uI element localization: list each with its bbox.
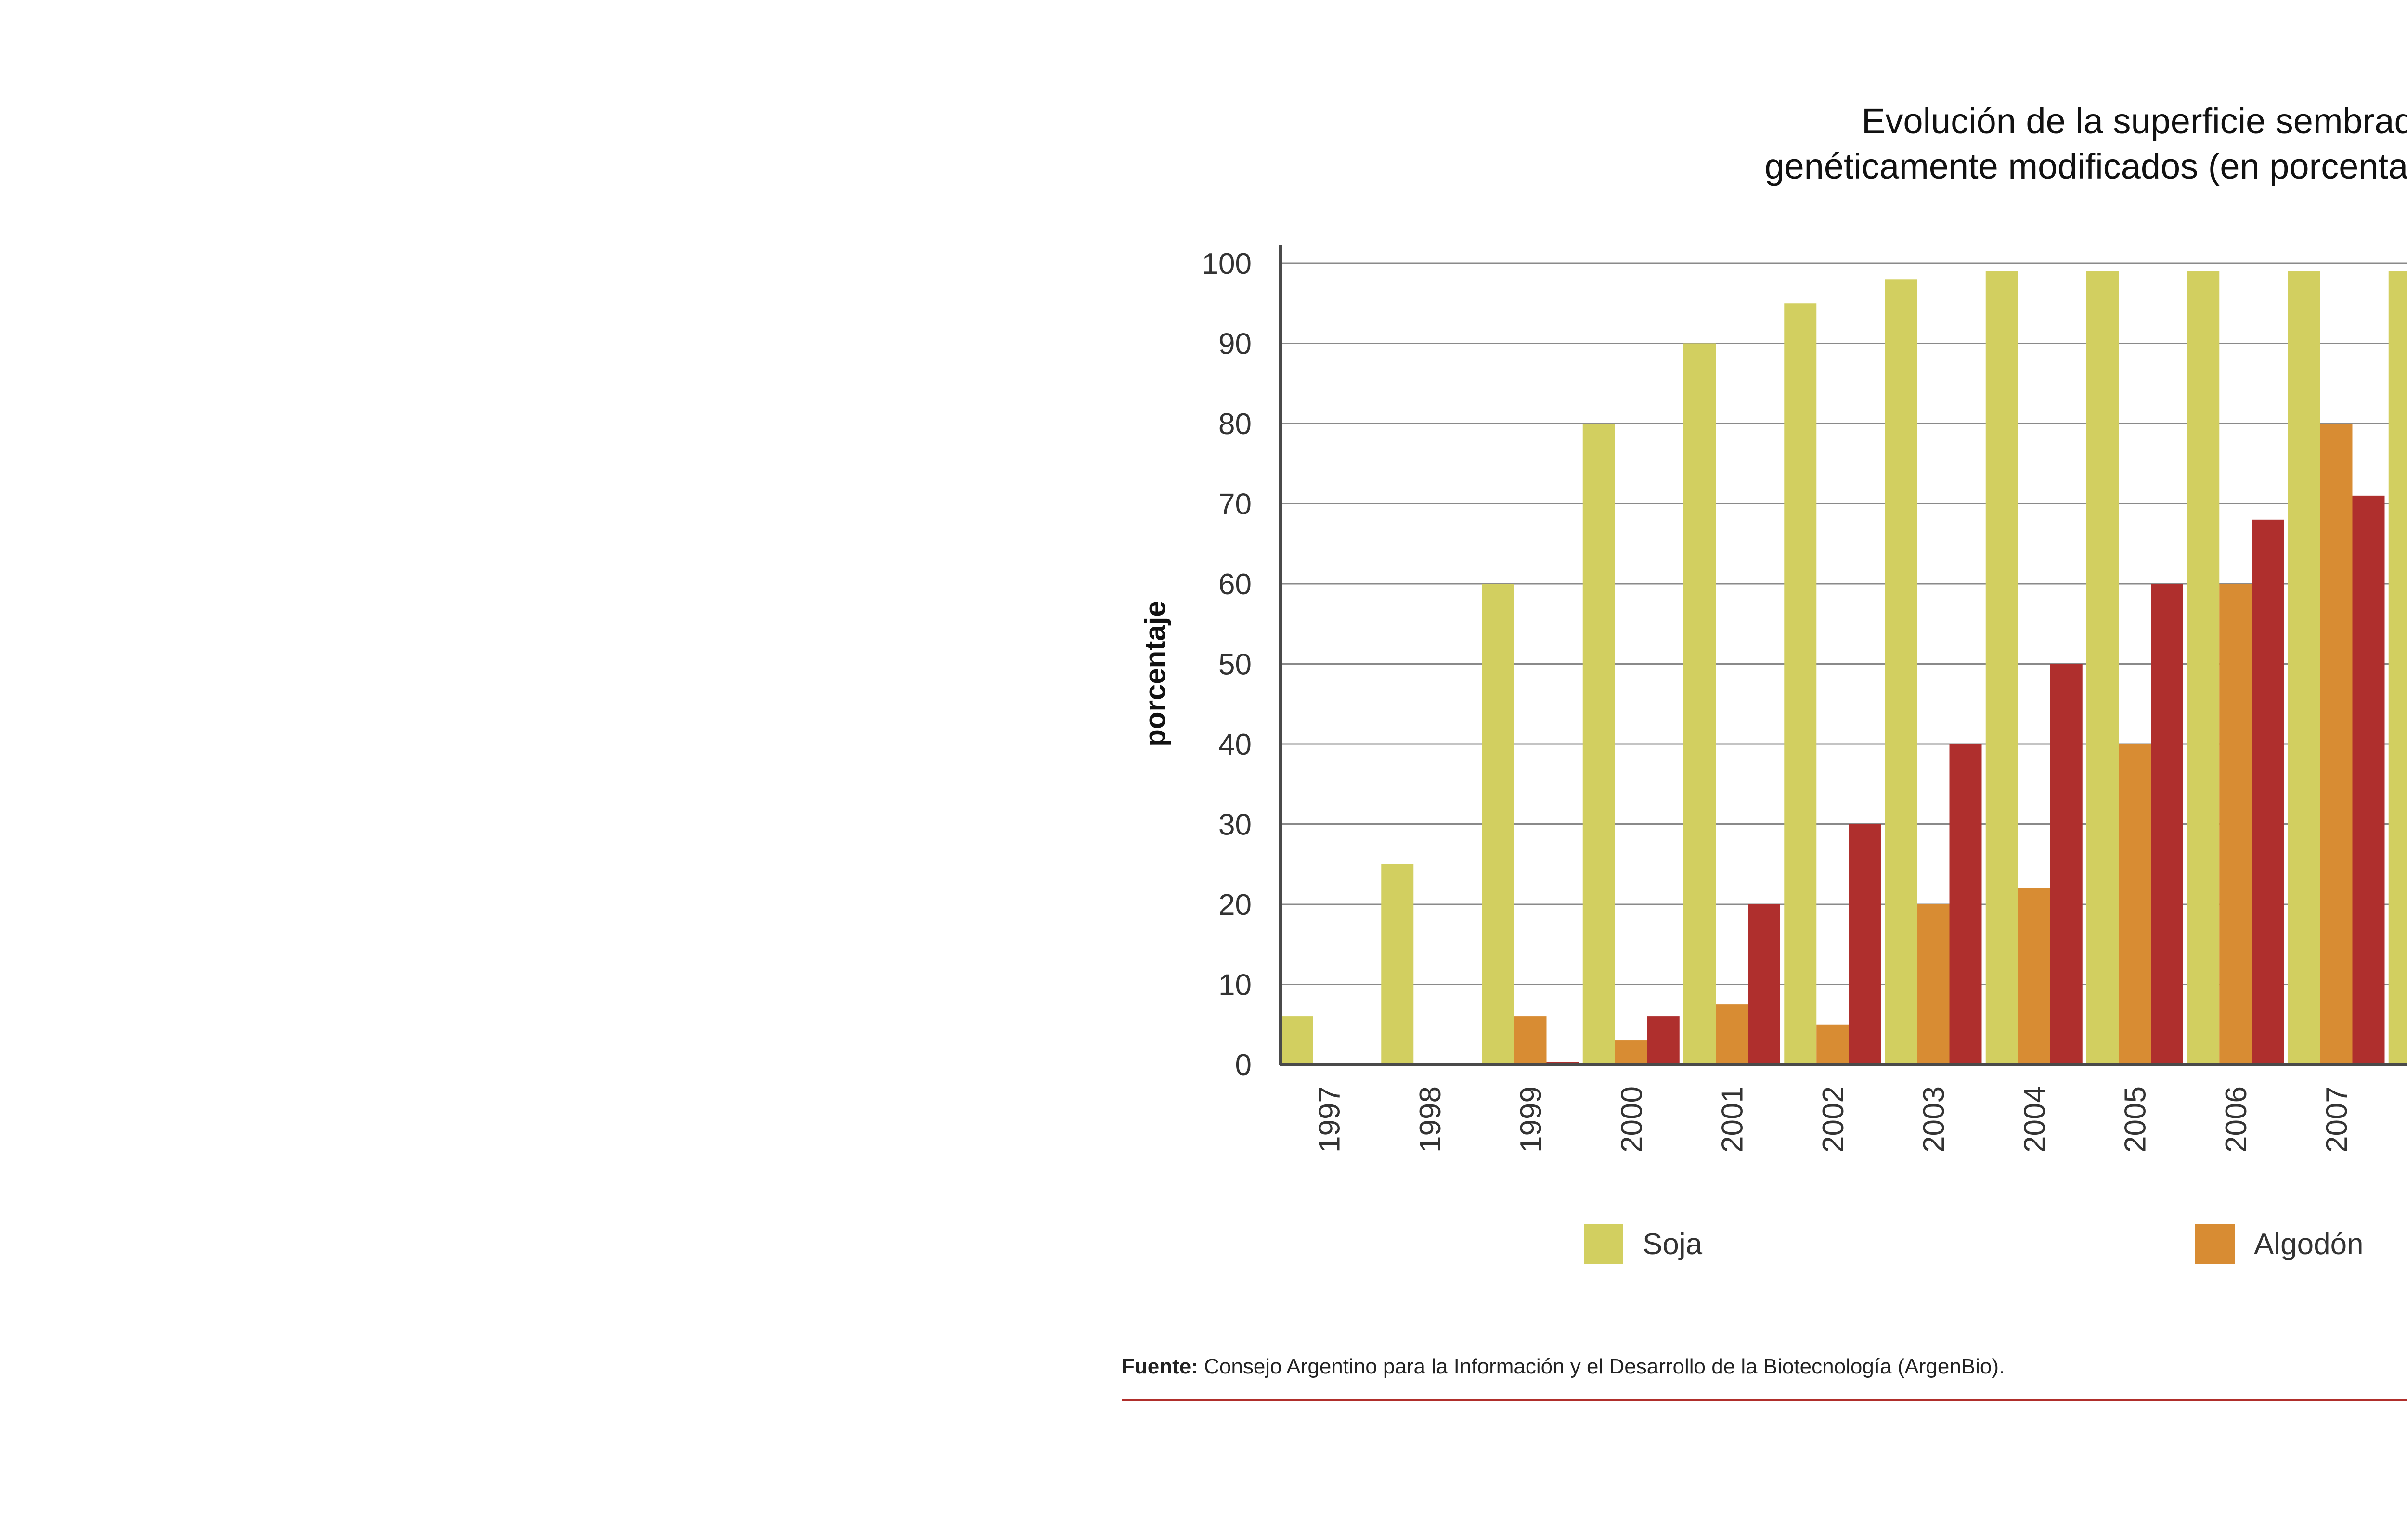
bar-algodon-2006: [2219, 584, 2252, 1065]
bar-maiz-2002: [1849, 824, 1881, 1065]
legend-item-soja: Soja: [1584, 1222, 1702, 1266]
bar-chart: 0 10 20 30 40 50 60 70 80 90 100 1997 1998 1999 2000 2…: [1139, 245, 2407, 1153]
chart-title: Evolución de la superficie sembrada con …: [1122, 99, 2407, 189]
y-tick-label: 100: [1202, 247, 1252, 281]
bar-algodon-2005: [2119, 744, 2151, 1065]
footer-divider: [1122, 1399, 2407, 1401]
x-tick-label: 2006: [2220, 1086, 2253, 1153]
x-tick-label: 1999: [1514, 1086, 1548, 1153]
bar-algodon-2002: [1816, 1024, 1849, 1065]
y-tick-label: 30: [1218, 808, 1252, 842]
bar-algodon-2007: [2320, 424, 2353, 1065]
bar-soja-2004: [1985, 271, 2018, 1065]
bar-maiz-2007: [2352, 495, 2385, 1065]
x-tick-label: 2002: [1817, 1086, 1850, 1153]
x-tick-label: 1998: [1414, 1086, 1447, 1153]
y-axis-label: porcentaje: [1139, 601, 1171, 746]
bar-algodon-2003: [1917, 904, 1950, 1065]
bar-maiz-2003: [1949, 744, 1982, 1065]
bar-maiz-2006: [2252, 519, 2284, 1065]
x-tick-label: 2004: [2018, 1086, 2051, 1153]
bar-soja-2000: [1582, 424, 1615, 1065]
x-tick-labels: 1997 1998 1999 2000 2001 2002 2003 2004 2005 2006…: [1313, 1086, 2354, 1153]
source-note: Fuente: Consejo Argentino para la Inform…: [1122, 1355, 2005, 1379]
bars: [1281, 271, 2407, 1065]
x-tick-label: 2003: [1917, 1086, 1951, 1153]
bar-soja-2002: [1784, 303, 1817, 1065]
bar-algodon-1999: [1514, 1016, 1547, 1065]
bar-soja-2008: [2388, 271, 2407, 1065]
chart-title-line-1: Evolución de la superficie sembrada con …: [1862, 101, 2407, 141]
bar-maiz-2004: [2050, 664, 2083, 1065]
chart-title-line-2: genéticamente modificados (en porcentaje…: [1764, 146, 2407, 186]
y-tick-label: 40: [1218, 728, 1252, 761]
legend-label-soja: Soja: [1643, 1227, 1703, 1261]
bar-maiz-2005: [2151, 584, 2183, 1065]
y-tick-label: 80: [1218, 408, 1252, 441]
bar-maiz-2000: [1647, 1016, 1680, 1065]
y-tick-labels: 0 10 20 30 40 50 60 70 80 90 100: [1202, 247, 1252, 1082]
y-tick-label: 60: [1218, 568, 1252, 601]
legend-swatch-algodon: [2195, 1224, 2235, 1264]
y-tick-label: 90: [1218, 328, 1252, 361]
bar-soja-1999: [1482, 584, 1514, 1065]
bar-soja-2001: [1683, 343, 1716, 1065]
bar-algodon-2000: [1615, 1040, 1647, 1065]
source-label: Fuente:: [1122, 1355, 1198, 1378]
bar-algodon-2001: [1716, 1004, 1748, 1065]
x-tick-label: 2001: [1716, 1086, 1749, 1153]
x-tick-label: 2005: [2119, 1086, 2152, 1153]
bar-algodon-2004: [2018, 888, 2050, 1065]
axes: [1279, 245, 2407, 1066]
x-tick-label: 2000: [1615, 1086, 1648, 1153]
y-tick-label: 70: [1218, 488, 1252, 521]
y-tick-label: 50: [1218, 648, 1252, 681]
bar-soja-2007: [2288, 271, 2320, 1065]
bar-maiz-2001: [1748, 904, 1780, 1065]
y-tick-label: 20: [1218, 888, 1252, 922]
y-tick-label: 10: [1218, 969, 1252, 1002]
legend-item-algodon: Algodón: [2195, 1222, 2364, 1266]
bar-soja-2005: [2086, 271, 2119, 1065]
y-tick-label: 0: [1235, 1049, 1252, 1082]
x-tick-label: 1997: [1313, 1086, 1346, 1153]
legend-label-algodon: Algodón: [2254, 1227, 2364, 1261]
bar-soja-2006: [2187, 271, 2220, 1065]
bar-soja-2003: [1885, 279, 1917, 1065]
bar-soja-1997: [1281, 1016, 1313, 1065]
x-tick-label: 2007: [2320, 1086, 2354, 1153]
legend-swatch-soja: [1584, 1224, 1623, 1264]
source-text: Consejo Argentino para la Información y …: [1198, 1355, 2005, 1378]
bar-soja-1998: [1381, 864, 1414, 1065]
